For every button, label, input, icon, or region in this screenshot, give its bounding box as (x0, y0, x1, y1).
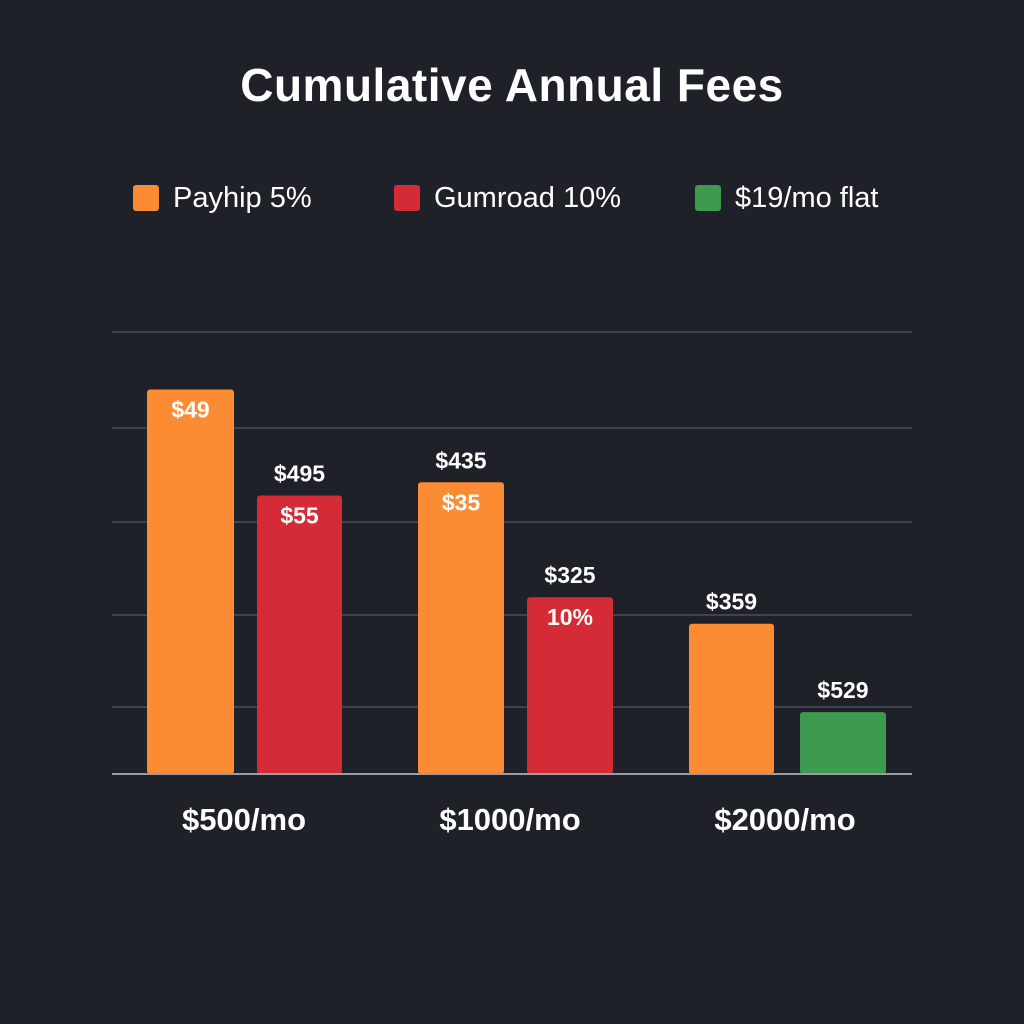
bar-label-above-2: $435 (435, 447, 486, 473)
chart-title: Cumulative Annual Fees (240, 59, 784, 111)
bar-label-inside-0: $49 (171, 396, 209, 422)
legend-swatch-payhip (133, 185, 159, 211)
legend: Payhip 5% Gumroad 10% $19/mo flat (0, 176, 1024, 220)
legend-item-flat: $19/mo flat (695, 176, 878, 220)
bar-label-inside-2: $35 (442, 489, 481, 515)
bar-1 (257, 495, 342, 774)
bar-3 (527, 597, 613, 774)
bar-0 (147, 389, 234, 774)
category-label-2: $2000/mo (714, 802, 855, 837)
legend-swatch-flat (695, 185, 721, 211)
bar-5 (800, 712, 886, 774)
legend-label-flat: $19/mo flat (735, 181, 879, 214)
bar-label-inside-3: 10% (547, 604, 593, 630)
legend-label-payhip: Payhip 5% (173, 181, 312, 214)
bar-2 (418, 482, 504, 774)
legend-item-payhip: Payhip 5% (133, 176, 312, 220)
bar-label-above-1: $495 (274, 461, 325, 487)
legend-swatch-gumroad (394, 185, 420, 211)
bar-label-above-3: $325 (544, 562, 595, 588)
category-label-1: $1000/mo (439, 802, 580, 837)
legend-label-gumroad: Gumroad 10% (434, 181, 621, 214)
bar-label-above-5: $529 (817, 677, 868, 703)
bar-label-inside-1: $55 (280, 503, 319, 529)
legend-item-gumroad: Gumroad 10% (394, 176, 621, 220)
bar-label-above-4: $359 (706, 589, 757, 615)
category-label-0: $500/mo (182, 802, 306, 837)
bar-4 (689, 623, 774, 774)
